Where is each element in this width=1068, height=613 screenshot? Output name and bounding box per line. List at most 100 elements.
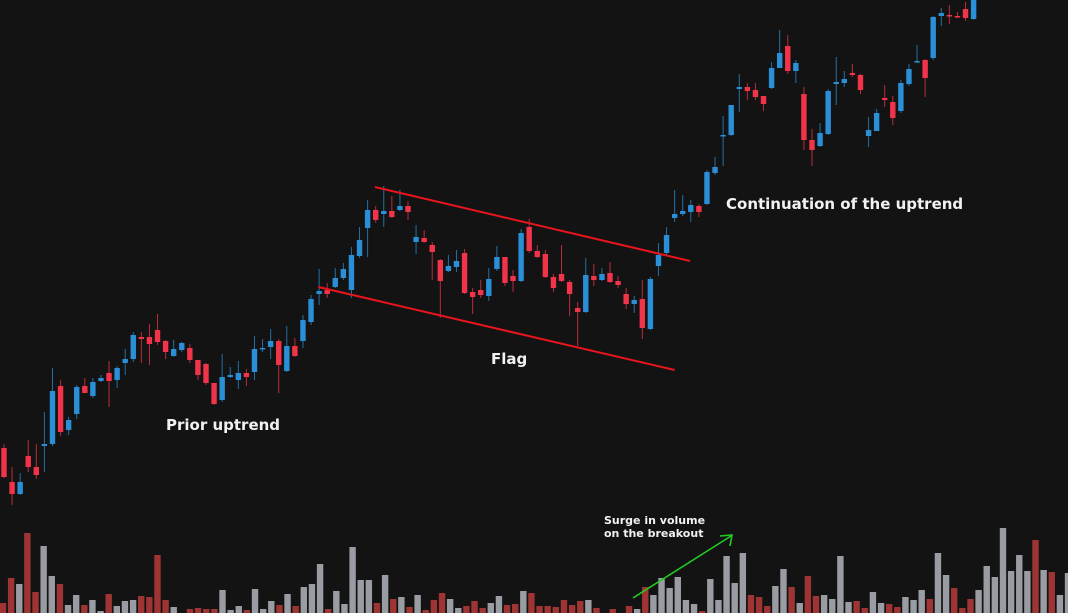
- volume-bar: [146, 597, 153, 613]
- candle-body: [340, 269, 347, 278]
- candle-body: [364, 210, 371, 228]
- candle-body: [558, 274, 565, 281]
- volume-bar: [796, 603, 803, 613]
- candle-body: [130, 335, 136, 359]
- candle: [785, 35, 791, 74]
- candle: [704, 170, 710, 205]
- candle: [639, 280, 646, 339]
- candle-body: [478, 290, 484, 295]
- volume-bar: [16, 584, 23, 613]
- candle: [776, 30, 783, 68]
- volume-bar: [1016, 555, 1023, 613]
- volume-bar: [138, 596, 145, 613]
- volume-bar: [829, 599, 836, 613]
- candle: [227, 367, 233, 378]
- candle: [712, 157, 718, 175]
- volume-bar: [967, 599, 974, 613]
- annotation-surge-line2: on the breakout: [604, 527, 703, 540]
- candle: [195, 360, 201, 380]
- volume-bar: [902, 597, 909, 613]
- volume-bar: [999, 528, 1007, 613]
- candle: [146, 324, 153, 365]
- candle: [970, 0, 977, 20]
- volume-bar: [7, 578, 15, 613]
- volume-bar: [845, 602, 852, 613]
- candle-body: [122, 359, 128, 363]
- volume-bar: [219, 590, 226, 613]
- candle: [49, 368, 56, 446]
- candle-body: [332, 278, 338, 287]
- volume-bar: [365, 580, 373, 613]
- volume-bar: [48, 576, 55, 613]
- candle: [486, 268, 492, 301]
- candle-body: [720, 135, 726, 137]
- candle-body: [906, 69, 912, 84]
- candle-body: [817, 133, 823, 146]
- candle-body: [663, 235, 670, 253]
- candle: [478, 280, 484, 298]
- flag-trendlines: [318, 186, 691, 371]
- candle-body: [57, 386, 64, 432]
- candle: [696, 204, 702, 217]
- volume-bar: [300, 587, 308, 613]
- candle: [914, 45, 920, 63]
- candle-body: [704, 172, 710, 204]
- candle-body: [623, 294, 629, 304]
- volume-bar: [731, 583, 738, 613]
- volume-bar: [1024, 571, 1031, 613]
- candle: [954, 12, 961, 18]
- candle-body: [41, 444, 48, 446]
- candle: [356, 227, 363, 258]
- volume-bar: [528, 593, 535, 613]
- candle-body: [688, 205, 694, 212]
- candle-body: [833, 82, 839, 84]
- candle: [615, 276, 621, 288]
- candle-body: [292, 346, 298, 356]
- candle: [534, 245, 540, 258]
- candle: [801, 87, 807, 150]
- candle-body: [728, 105, 734, 135]
- volume-bar: [609, 609, 616, 613]
- candle: [41, 412, 48, 472]
- candle-body: [284, 346, 290, 371]
- volume-bar: [243, 610, 251, 613]
- candle: [187, 344, 193, 363]
- candle-body: [849, 73, 856, 75]
- volume-bar: [707, 579, 714, 613]
- candle-body: [696, 206, 702, 212]
- candle-body: [801, 94, 807, 140]
- candle-body: [90, 382, 96, 396]
- candle: [728, 105, 734, 136]
- candle-body: [890, 102, 896, 118]
- candle: [623, 288, 629, 309]
- candle: [494, 246, 500, 271]
- candle: [558, 245, 565, 282]
- candle: [647, 277, 654, 330]
- candle-body: [526, 227, 532, 251]
- volume-bar: [1007, 571, 1015, 613]
- candle-body: [793, 63, 799, 71]
- candle-body: [9, 482, 15, 494]
- volume-bar: [780, 569, 787, 613]
- candle: [744, 83, 751, 100]
- volume-bar: [422, 610, 429, 613]
- candle: [631, 296, 637, 313]
- candle: [308, 295, 314, 325]
- candle-body: [114, 368, 120, 380]
- candle: [130, 332, 136, 362]
- volume-bar: [812, 596, 820, 613]
- volume-bar: [511, 604, 519, 613]
- candle: [82, 378, 88, 393]
- volume-bar: [154, 555, 161, 613]
- candle-body: [744, 87, 751, 91]
- candle: [566, 280, 573, 316]
- candle-body: [776, 53, 783, 68]
- candle-body: [106, 373, 112, 381]
- candle: [890, 96, 896, 125]
- candle-body: [914, 61, 920, 63]
- candle: [736, 74, 742, 112]
- volume-bar: [650, 595, 657, 613]
- candle: [381, 186, 387, 227]
- candle-body: [25, 456, 31, 467]
- candle-body: [882, 98, 888, 100]
